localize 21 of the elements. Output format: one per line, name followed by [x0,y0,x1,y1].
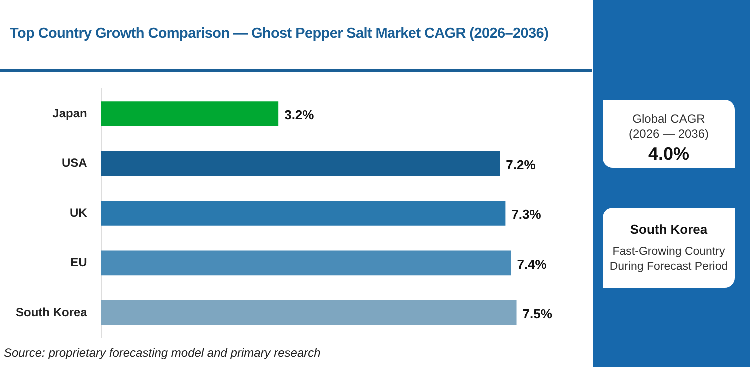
source-note: Source: proprietary forecasting model and primary research [4,346,321,360]
bar [101,300,517,326]
data-label: 7.4% [517,256,548,272]
text: Global CAGR (2026 — 2036) [628,112,710,142]
bar [101,201,506,226]
y-tick-label: EU [70,256,88,270]
y-tick-label: USA [62,156,88,170]
data-label: 7.3% [512,207,542,222]
text: South Korea [629,222,709,237]
y-tick-label: UK [70,206,88,220]
y-tick-label: Japan [52,106,88,120]
data-label: 7.2% [506,157,536,172]
text: Fast-Growing Country During Forecast Period [608,245,730,275]
y-tick-label: South Korea [16,305,88,320]
bar [101,250,512,276]
text: 4.0% [647,144,691,165]
data-label: 7.5% [522,306,553,322]
bar [101,151,500,176]
bar [101,102,279,126]
data-label: 3.2% [284,108,315,123]
chart-title: Top Country Growth Comparison — Ghost Pepper Salt Market CAGR (2026–2036) [10,26,550,42]
